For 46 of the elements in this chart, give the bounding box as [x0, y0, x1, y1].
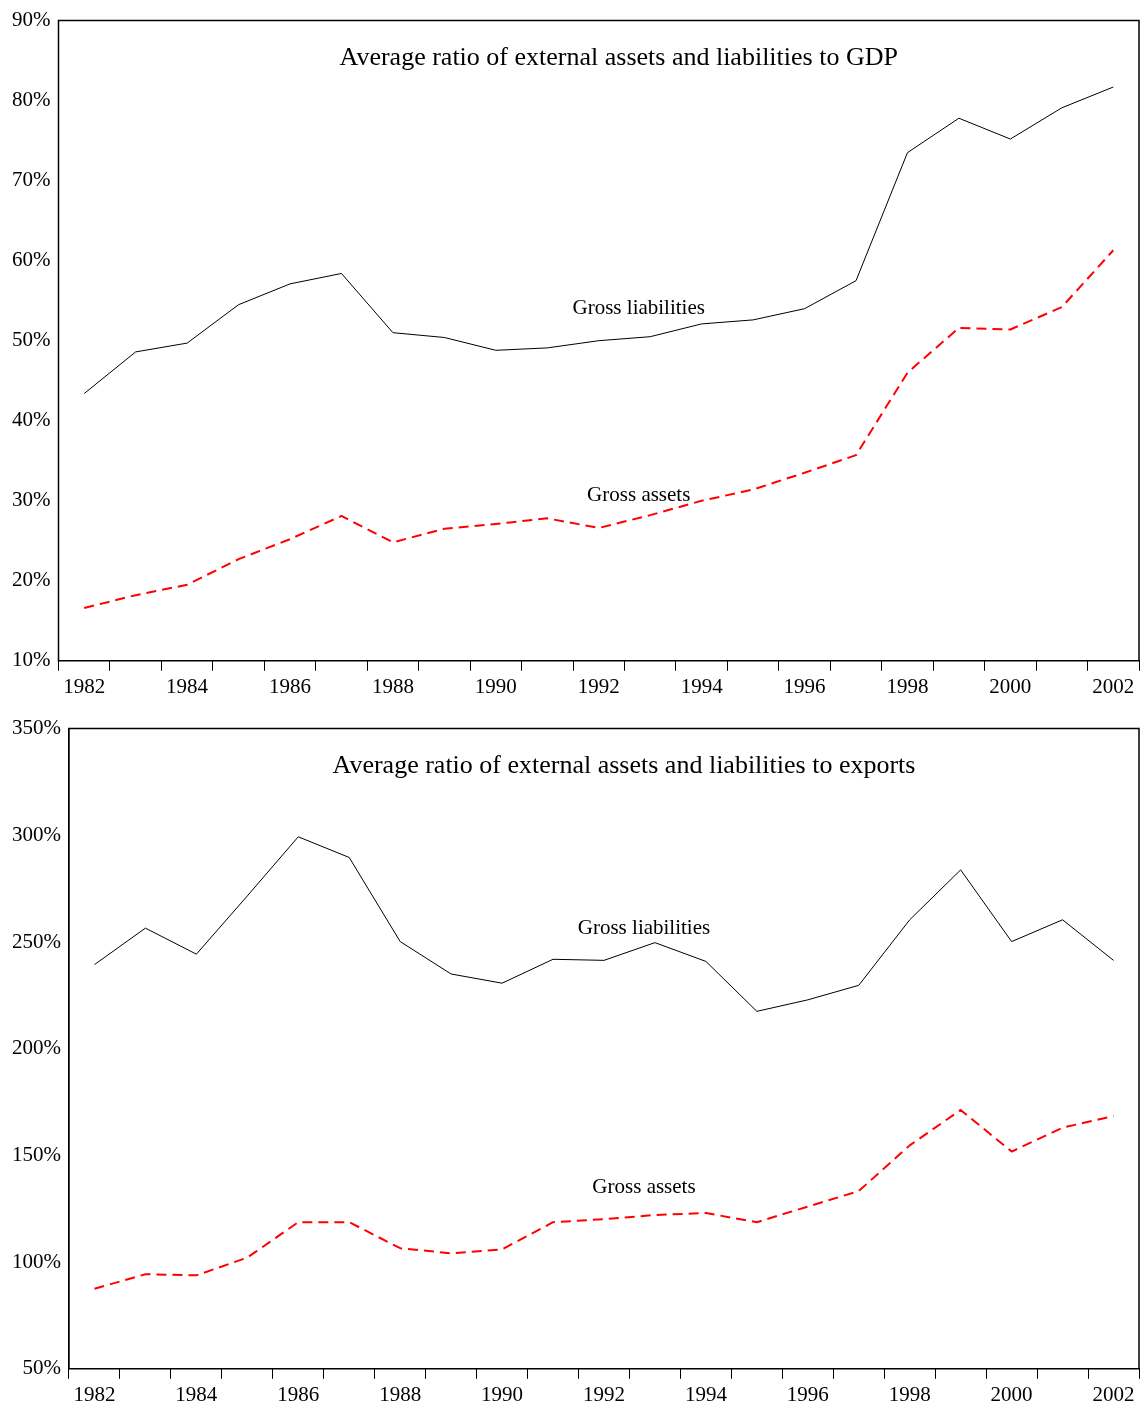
- x-tick-label: 1986: [269, 673, 312, 698]
- y-tick-label: 20%: [11, 567, 51, 592]
- y-tick-label: 70%: [11, 167, 51, 192]
- y-tick-label: 80%: [11, 87, 51, 112]
- text: Average ratio of external assets and liabilities to GDP: [339, 42, 898, 72]
- x-tick-label: 1992: [583, 1381, 625, 1406]
- x-tick-label: 1994: [680, 673, 724, 698]
- y-tick-label: 10%: [11, 647, 51, 672]
- x-tick-label: 2002: [1092, 1381, 1135, 1406]
- x-tick-label: 1992: [577, 673, 620, 698]
- x-tick-label: 1982: [73, 1381, 116, 1406]
- y-tick-label: 300%: [11, 821, 61, 846]
- x-tick-label: 1988: [379, 1381, 422, 1406]
- x-tick-label: 2000: [990, 1381, 1033, 1406]
- y-tick-label: 200%: [11, 1035, 61, 1060]
- x-tick-label: 2002: [1092, 673, 1135, 698]
- x-tick-label: 1994: [684, 1381, 728, 1406]
- text: Average ratio of external assets and liabilities to exports: [332, 750, 916, 780]
- y-tick-label: 250%: [11, 928, 61, 953]
- x-tick-label: 1984: [175, 1381, 218, 1406]
- y-tick-label: 30%: [11, 487, 51, 512]
- x-tick-label: 1984: [166, 673, 209, 698]
- x-tick-label: 1998: [888, 1381, 931, 1406]
- y-tick-label: 100%: [11, 1248, 61, 1273]
- y-tick-label: 60%: [11, 247, 51, 272]
- y-tick-label: 150%: [11, 1141, 61, 1166]
- x-tick-label: 1982: [63, 673, 106, 698]
- y-tick-label: 90%: [11, 7, 51, 32]
- line-series: [83, 249, 1115, 609]
- line-series: [93, 1108, 1115, 1290]
- y-tick-label: 350%: [11, 715, 61, 740]
- series-label: Gross liabilities: [577, 914, 711, 939]
- x-tick-label: 1990: [481, 1381, 524, 1406]
- y-tick-label: 40%: [11, 407, 51, 432]
- x-tick-label: 1986: [277, 1381, 320, 1406]
- x-tick-label: 1996: [783, 673, 826, 698]
- series-label: Gross assets: [587, 482, 691, 507]
- x-tick-label: 1998: [886, 673, 929, 698]
- x-tick-label: 2000: [989, 673, 1032, 698]
- y-tick-label: 50%: [11, 327, 51, 352]
- x-tick-label: 1988: [371, 673, 414, 698]
- x-tick-label: 1990: [474, 673, 517, 698]
- series-label: Gross assets: [592, 1173, 696, 1198]
- x-tick-label: 1996: [786, 1381, 829, 1406]
- series-label: Gross liabilities: [572, 295, 705, 320]
- y-tick-label: 50%: [22, 1355, 61, 1380]
